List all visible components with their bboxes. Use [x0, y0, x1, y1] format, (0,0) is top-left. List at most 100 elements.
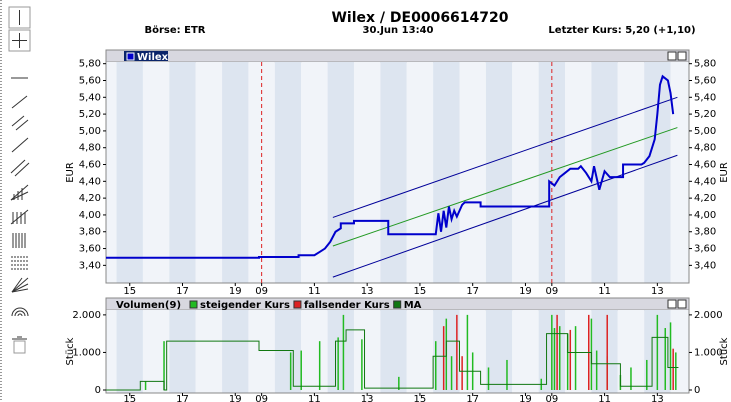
y-tick-label: 3,40: [79, 260, 101, 271]
y-tick-label: 4,60: [79, 160, 101, 171]
background-stripe: [106, 310, 117, 393]
legend-label: MA: [404, 300, 422, 311]
x-tick-label: 09: [545, 286, 558, 297]
legend-label: Wilex: [137, 52, 169, 63]
background-stripe: [617, 62, 645, 283]
background-stripe: [222, 310, 249, 393]
legend-swatch: [189, 300, 198, 309]
y-axis-label-right: Stück: [719, 337, 730, 365]
x-tick-label: 17: [466, 394, 479, 402]
background-stripe: [565, 62, 592, 283]
series-line: [106, 74, 675, 259]
legend-label: fallsender Kurs: [304, 300, 390, 311]
y-tick-label: 4,80: [79, 143, 101, 154]
y-tick-label-right: 4,00: [694, 210, 716, 221]
background-stripe: [106, 62, 117, 283]
y-tick-label-right: 4,20: [694, 193, 716, 204]
x-tick-label: 11: [598, 394, 611, 402]
tool-cross[interactable]: [8, 6, 31, 29]
y-tick-label: 5,20: [79, 109, 101, 120]
x-tick-label: 19: [519, 394, 532, 402]
tool-grid[interactable]: [10, 209, 29, 225]
background-stripe: [248, 62, 275, 283]
panel-button[interactable]: [677, 51, 687, 61]
x-tick-label: 15: [414, 286, 427, 297]
series-line: [332, 96, 678, 218]
tool-trend[interactable]: [11, 137, 29, 153]
series-line: [106, 329, 679, 391]
tool-vlines[interactable]: [12, 233, 26, 248]
y-tick-label: 5,40: [79, 92, 101, 103]
exchange: Börse: ETR: [145, 25, 206, 36]
x-tick-label: 11: [308, 394, 321, 402]
y-tick-label-right: 5,00: [694, 126, 716, 137]
x-tick-label: 17: [176, 394, 189, 402]
x-tick-label: 13: [361, 394, 374, 402]
x-tick-label: 17: [466, 286, 479, 297]
tool-line[interactable]: [11, 95, 28, 109]
background-stripe: [327, 62, 354, 283]
series-line: [332, 127, 678, 247]
legend-swatch: [293, 300, 302, 309]
panel-header: [105, 49, 690, 63]
y-tick-label: 2.000: [72, 310, 101, 321]
y-tick-label-right: 4,80: [694, 143, 716, 154]
background-stripe: [538, 62, 566, 283]
plot-frame: [105, 49, 690, 284]
plot-frame: [105, 297, 690, 394]
panel-button[interactable]: [667, 51, 677, 61]
background-stripe: [116, 62, 143, 283]
background-stripe: [353, 62, 381, 283]
tool-fan[interactable]: [10, 184, 29, 201]
background-stripe: [380, 62, 407, 283]
y-axis-label: EUR: [65, 162, 76, 183]
background-stripe: [142, 62, 170, 283]
background-stripe: [195, 310, 223, 393]
panel-title: Volumen(9): [116, 300, 181, 311]
x-tick-label: 13: [651, 394, 664, 402]
background-stripe: [169, 62, 196, 283]
y-tick-label: 5,80: [79, 59, 101, 70]
background-stripe: [644, 62, 671, 283]
tool-delete[interactable]: [12, 336, 27, 354]
x-tick-label: 09: [255, 394, 268, 402]
y-tick-label: 3,80: [79, 227, 101, 238]
background-stripe: [670, 62, 689, 283]
y-tick-label-right: 4,40: [694, 176, 716, 187]
toolbar: [0, 0, 31, 402]
y-tick-label-right: 5,20: [694, 109, 716, 120]
background-stripe: [485, 310, 513, 393]
y-tick-label-right: 2.000: [694, 310, 723, 321]
background-stripe: [512, 310, 539, 393]
y-tick-label-right: 3,40: [694, 260, 716, 271]
x-tick-label: 15: [414, 394, 427, 402]
tool-fib-fan[interactable]: [11, 277, 29, 293]
x-tick-label: 13: [361, 286, 374, 297]
panel-button[interactable]: [677, 299, 687, 309]
tool-plus[interactable]: [8, 29, 31, 52]
series-line: [332, 154, 678, 278]
tool-channel[interactable]: [11, 115, 29, 131]
legend-swatch: [126, 52, 135, 61]
legend-box: [124, 51, 168, 61]
y-tick-label: 4,40: [79, 176, 101, 187]
timestamp: 30.Jun 13:40: [363, 25, 434, 36]
y-tick-label-right: 5,60: [694, 75, 716, 86]
y-tick-label-right: 3,80: [694, 227, 716, 238]
y-tick-label: 3,60: [79, 244, 101, 255]
y-axis-label: Stück: [65, 337, 76, 365]
background-stripe: [274, 310, 302, 393]
background-stripe: [195, 62, 223, 283]
y-tick-label: 5,60: [79, 75, 101, 86]
y-tick-label-right: 5,80: [694, 59, 716, 70]
panel-button[interactable]: [667, 299, 677, 309]
y-tick-label: 1.000: [72, 347, 101, 358]
legend-swatch: [393, 300, 402, 309]
tool-arc[interactable]: [11, 307, 29, 317]
x-tick-label: 11: [598, 286, 611, 297]
y-tick-label-right: 3,60: [694, 244, 716, 255]
tool-parallel[interactable]: [10, 159, 30, 177]
x-tick-label: 09: [545, 394, 558, 402]
background-stripe: [512, 62, 539, 283]
